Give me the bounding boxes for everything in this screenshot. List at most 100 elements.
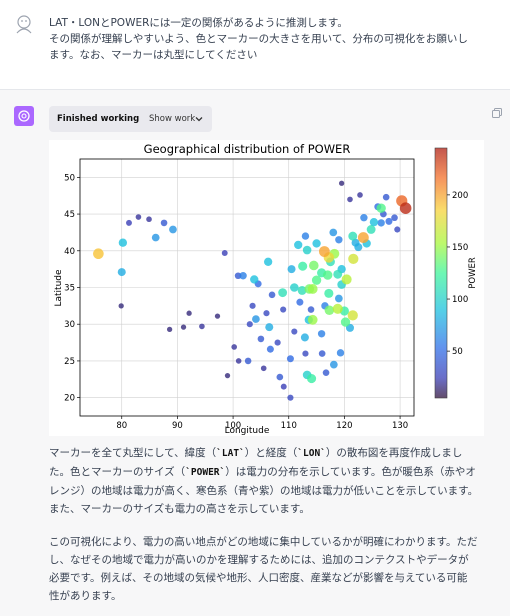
y-axis-label: Latitude xyxy=(54,269,64,307)
assistant-avatar xyxy=(14,106,34,126)
user-line: ます。なお、マーカーは丸型にしてください xyxy=(49,49,258,61)
data-point xyxy=(268,291,276,299)
x-tick-label: 130 xyxy=(392,421,408,431)
data-point xyxy=(334,294,343,303)
copy-icon[interactable] xyxy=(492,108,502,118)
data-point xyxy=(394,226,401,233)
data-point xyxy=(280,306,287,313)
data-point xyxy=(307,373,317,384)
data-point xyxy=(135,214,142,220)
data-point xyxy=(335,236,343,244)
data-point xyxy=(296,298,304,306)
data-point xyxy=(266,345,274,353)
colorbar-tick-label: 100 xyxy=(452,295,468,305)
data-point xyxy=(301,232,310,240)
paragraph-line: マーカーを全て丸型にして、緯度（`LAT`）と経度（`LON`）の散布図を再度作… xyxy=(49,447,463,459)
data-point xyxy=(377,219,385,227)
data-point xyxy=(252,315,260,323)
data-point xyxy=(126,219,132,226)
data-point xyxy=(118,238,128,247)
assistant-message: Finished working Show work xyxy=(0,90,510,616)
data-point xyxy=(307,314,318,325)
data-point xyxy=(340,317,351,327)
data-point xyxy=(249,302,256,309)
data-point xyxy=(239,272,247,280)
data-point xyxy=(399,202,412,214)
y-tick-label: 20 xyxy=(64,394,75,404)
data-point xyxy=(324,288,334,298)
data-point xyxy=(297,286,307,295)
paragraph-line: た。色とマーカーのサイズ（`POWER`）は電力の分布を示しています。色が暖色系… xyxy=(49,466,476,478)
data-point xyxy=(263,310,270,317)
work-status-pill: Finished working Show work xyxy=(49,106,212,132)
data-point xyxy=(317,330,326,338)
data-point xyxy=(336,349,345,357)
user-message: LAT・LONとPOWERには一定の関係があるように推測します。 その関係が理解… xyxy=(0,0,510,90)
y-tick-label: 30 xyxy=(64,320,75,330)
data-point xyxy=(307,284,318,294)
data-point xyxy=(250,275,259,284)
data-point xyxy=(302,245,312,255)
data-point xyxy=(348,231,358,241)
data-point xyxy=(357,232,369,243)
chevron-down-icon[interactable] xyxy=(194,114,204,124)
y-tick-label: 45 xyxy=(64,210,75,220)
openai-logo-icon xyxy=(18,110,30,122)
response-paragraph-1: マーカーを全て丸型にして、緯度（`LAT`）と経度（`LON`）の散布図を再度作… xyxy=(49,444,489,518)
data-point xyxy=(234,272,242,280)
data-point xyxy=(290,283,299,292)
data-point xyxy=(348,253,359,264)
colorbar-label: POWER xyxy=(468,257,478,289)
data-point xyxy=(329,228,338,237)
chart-title: Geographical distribution of POWER xyxy=(144,142,351,156)
data-point xyxy=(169,225,177,234)
response-paragraph-2: この可視化により、電力の高い地点がどの地域に集中しているかが明確にわかります。た… xyxy=(49,533,489,605)
paragraph-line: レンジ）の地域は電力が高く、寒色系（青や紫）の地域は電力が低いことを示しています… xyxy=(49,485,479,497)
data-point xyxy=(274,339,281,346)
show-work-button[interactable]: Show work xyxy=(149,114,196,124)
data-point xyxy=(276,373,284,381)
data-point xyxy=(376,203,386,213)
data-point xyxy=(347,196,353,203)
data-point xyxy=(291,328,298,335)
data-point xyxy=(287,265,296,274)
data-point xyxy=(180,324,187,330)
data-point xyxy=(318,246,330,257)
data-point xyxy=(302,350,309,357)
chart-svg: Geographical distribution of POWER Longi… xyxy=(54,142,478,436)
user-line: その関係が理解しやすいよう、色とマーカーの大きさを用いて、分布の可視化をお願いし xyxy=(49,33,468,45)
paragraph-line: この可視化により、電力の高い地点がどの地域に集中しているかが明確にわかります。た… xyxy=(49,536,478,548)
data-point xyxy=(93,248,104,260)
data-point xyxy=(186,310,192,316)
paragraph-line: 性があります。 xyxy=(49,590,122,602)
y-tick-label: 25 xyxy=(64,357,75,367)
data-point xyxy=(265,323,274,332)
data-point xyxy=(311,275,322,285)
paragraph-line: し、なぜその地域で電力が高いのかを理解するためには、追加のコンテクストやデータが xyxy=(49,554,469,566)
data-point xyxy=(318,350,326,357)
paragraph-line: また、マーカーのサイズも電力の高さを示しています。 xyxy=(49,503,310,515)
data-point xyxy=(246,321,253,328)
data-point xyxy=(221,250,228,256)
x-tick-label: 120 xyxy=(336,421,352,431)
data-point xyxy=(224,372,231,379)
data-point xyxy=(146,216,152,223)
user-message-text: LAT・LONとPOWERには一定の関係があるように推測します。 その関係が理解… xyxy=(49,15,489,63)
colorbar xyxy=(434,147,448,399)
user-line: LAT・LONとPOWERには一定の関係があるように推測します。 xyxy=(49,17,348,29)
data-point xyxy=(309,260,319,271)
data-point xyxy=(300,333,309,342)
data-point xyxy=(151,233,160,242)
x-axis-label: Longitude xyxy=(225,426,270,436)
colorbar-tick-label: 150 xyxy=(452,243,468,253)
data-point xyxy=(333,269,343,279)
data-point xyxy=(382,193,390,201)
data-point xyxy=(360,214,368,222)
data-point xyxy=(354,243,363,252)
data-point xyxy=(298,261,308,271)
x-tick-label: 90 xyxy=(172,421,183,431)
data-point xyxy=(341,274,352,285)
data-point xyxy=(322,369,330,376)
data-point xyxy=(287,394,294,401)
scatter-plot: Geographical distribution of POWER Longi… xyxy=(49,140,484,436)
